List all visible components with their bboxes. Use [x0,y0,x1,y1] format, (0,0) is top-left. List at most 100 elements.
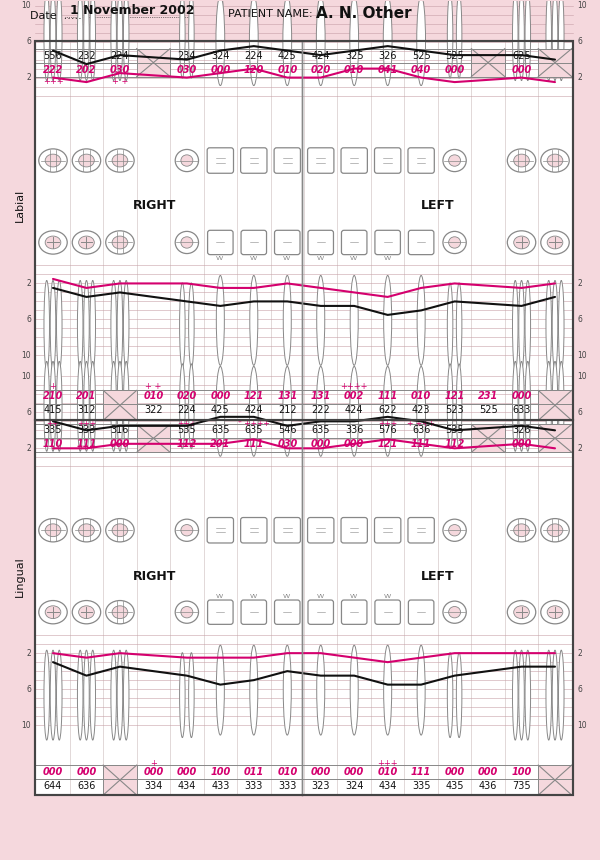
Ellipse shape [179,653,185,738]
Ellipse shape [117,650,122,740]
Text: 030: 030 [277,439,298,449]
Text: 6: 6 [26,408,31,417]
Text: 335: 335 [412,781,430,791]
FancyBboxPatch shape [409,230,434,255]
Ellipse shape [250,645,258,735]
Text: 000: 000 [43,767,63,777]
Ellipse shape [44,0,49,81]
Text: 6: 6 [577,315,582,324]
Ellipse shape [283,275,291,366]
FancyBboxPatch shape [341,148,367,173]
Text: 326: 326 [379,51,397,60]
FancyBboxPatch shape [409,600,434,624]
Ellipse shape [350,275,358,366]
Ellipse shape [72,149,101,172]
Ellipse shape [541,519,569,542]
Text: 6: 6 [577,685,582,694]
Text: Labial: Labial [15,189,25,222]
Ellipse shape [449,155,461,166]
Ellipse shape [56,650,62,740]
Ellipse shape [525,361,530,452]
Text: 2: 2 [26,73,31,82]
Ellipse shape [547,154,563,167]
Text: 000: 000 [511,391,532,402]
Text: 000: 000 [445,64,465,75]
Text: 10: 10 [22,372,31,381]
Ellipse shape [181,237,193,249]
FancyBboxPatch shape [241,518,267,543]
Text: 131: 131 [277,391,298,402]
Ellipse shape [514,154,529,167]
Ellipse shape [552,280,558,371]
Ellipse shape [457,364,462,449]
Text: 222: 222 [311,405,330,415]
Bar [35,40,573,795]
Text: 232: 232 [77,51,96,60]
Ellipse shape [508,149,536,172]
Text: 002: 002 [344,391,364,402]
Text: 121: 121 [244,391,264,402]
Text: 112: 112 [445,439,465,449]
Ellipse shape [443,231,466,254]
Text: 000: 000 [445,767,465,777]
Ellipse shape [512,0,518,81]
Text: vv: vv [383,255,392,261]
Text: 10: 10 [22,351,31,359]
Text: + +: + + [112,77,128,86]
FancyBboxPatch shape [241,148,267,173]
FancyBboxPatch shape [341,230,367,255]
Ellipse shape [72,230,101,254]
Ellipse shape [512,280,518,371]
Ellipse shape [546,280,551,371]
Text: 111: 111 [411,767,431,777]
Ellipse shape [112,605,128,618]
FancyBboxPatch shape [207,148,233,173]
Ellipse shape [350,0,359,86]
FancyBboxPatch shape [241,230,266,255]
Text: 735: 735 [512,781,531,791]
Ellipse shape [525,280,530,371]
Ellipse shape [117,0,122,81]
Text: 324: 324 [345,781,364,791]
Text: 312: 312 [77,405,96,415]
Text: 000: 000 [311,767,331,777]
Text: 010: 010 [277,767,298,777]
Ellipse shape [79,237,94,249]
Ellipse shape [546,0,551,81]
Ellipse shape [179,364,185,449]
Text: 435: 435 [445,781,464,791]
Text: 323: 323 [311,781,330,791]
Text: 111: 111 [377,391,398,402]
Ellipse shape [250,0,258,86]
Text: 622: 622 [379,405,397,415]
Text: 434: 434 [379,781,397,791]
Text: 112: 112 [177,439,197,449]
Ellipse shape [188,0,194,78]
Ellipse shape [448,364,453,449]
Text: 633: 633 [512,405,531,415]
Ellipse shape [417,366,425,457]
Ellipse shape [250,275,258,366]
Ellipse shape [519,0,524,81]
Ellipse shape [283,645,291,735]
Ellipse shape [45,237,61,249]
Text: 120: 120 [244,64,264,75]
Text: A. N. Other: A. N. Other [316,6,412,22]
Ellipse shape [559,361,564,452]
Text: 000: 000 [511,64,532,75]
Text: 010: 010 [277,64,298,75]
Ellipse shape [50,280,56,371]
Ellipse shape [519,361,524,452]
Bar [35,421,573,795]
Text: 121: 121 [377,439,398,449]
Ellipse shape [181,525,193,536]
Ellipse shape [417,275,425,366]
Text: +: + [50,382,56,390]
Text: +++: +++ [377,759,398,768]
Ellipse shape [449,606,461,617]
Ellipse shape [181,155,193,166]
Text: 636: 636 [77,781,95,791]
Text: 434: 434 [178,781,196,791]
Ellipse shape [112,237,128,249]
Ellipse shape [45,605,61,618]
